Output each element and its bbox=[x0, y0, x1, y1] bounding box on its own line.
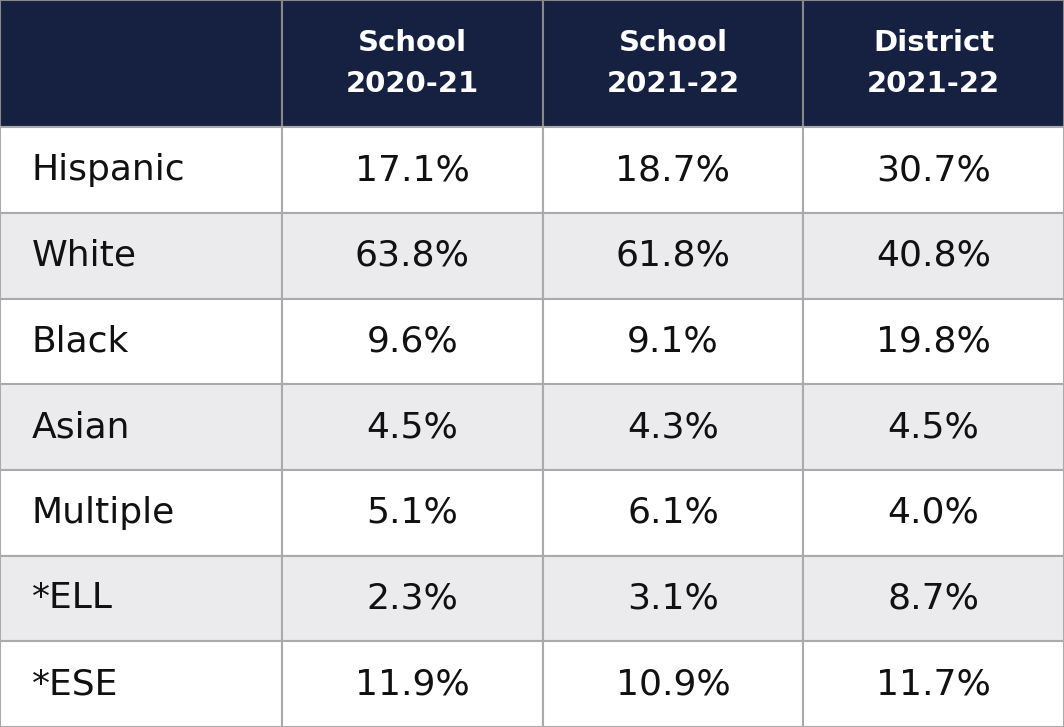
Text: District
2021-22: District 2021-22 bbox=[867, 29, 1000, 98]
Text: 4.5%: 4.5% bbox=[887, 410, 980, 444]
Text: 18.7%: 18.7% bbox=[615, 153, 731, 187]
Bar bbox=[803, 299, 1064, 385]
Bar bbox=[0, 299, 282, 385]
Bar bbox=[282, 213, 543, 299]
Bar bbox=[0, 641, 282, 727]
Text: 40.8%: 40.8% bbox=[876, 238, 992, 273]
Bar bbox=[803, 555, 1064, 641]
Bar bbox=[803, 641, 1064, 727]
Text: *ELL: *ELL bbox=[32, 582, 113, 616]
Bar bbox=[0, 213, 282, 299]
Text: 4.0%: 4.0% bbox=[887, 496, 980, 530]
Text: 3.1%: 3.1% bbox=[627, 582, 719, 616]
Text: School
2021-22: School 2021-22 bbox=[606, 29, 739, 98]
Bar bbox=[0, 127, 282, 213]
Text: Black: Black bbox=[32, 324, 130, 358]
Bar bbox=[543, 0, 803, 127]
Bar bbox=[543, 641, 803, 727]
Text: *ESE: *ESE bbox=[32, 667, 118, 701]
Bar bbox=[543, 127, 803, 213]
Text: 10.9%: 10.9% bbox=[616, 667, 730, 701]
Text: 4.5%: 4.5% bbox=[366, 410, 459, 444]
Bar bbox=[282, 641, 543, 727]
Bar bbox=[282, 470, 543, 555]
Text: 11.9%: 11.9% bbox=[355, 667, 469, 701]
Text: 2.3%: 2.3% bbox=[366, 582, 459, 616]
Bar bbox=[282, 385, 543, 470]
Text: 63.8%: 63.8% bbox=[354, 238, 470, 273]
Text: Hispanic: Hispanic bbox=[32, 153, 185, 187]
Bar bbox=[0, 0, 282, 127]
Bar bbox=[0, 555, 282, 641]
Bar bbox=[543, 385, 803, 470]
Text: 8.7%: 8.7% bbox=[887, 582, 980, 616]
Text: 6.1%: 6.1% bbox=[627, 496, 719, 530]
Text: School
2020-21: School 2020-21 bbox=[346, 29, 479, 98]
Text: 61.8%: 61.8% bbox=[615, 238, 731, 273]
Text: 4.3%: 4.3% bbox=[627, 410, 719, 444]
Text: 19.8%: 19.8% bbox=[877, 324, 991, 358]
Bar bbox=[543, 470, 803, 555]
Text: 9.1%: 9.1% bbox=[627, 324, 719, 358]
Text: 30.7%: 30.7% bbox=[877, 153, 991, 187]
Text: 5.1%: 5.1% bbox=[366, 496, 459, 530]
Text: Asian: Asian bbox=[32, 410, 131, 444]
Bar bbox=[803, 385, 1064, 470]
Bar bbox=[803, 470, 1064, 555]
Bar bbox=[282, 127, 543, 213]
Text: 9.6%: 9.6% bbox=[366, 324, 459, 358]
Bar bbox=[282, 555, 543, 641]
Bar bbox=[282, 0, 543, 127]
Bar bbox=[803, 127, 1064, 213]
Bar bbox=[0, 470, 282, 555]
Text: 11.7%: 11.7% bbox=[877, 667, 991, 701]
Text: Multiple: Multiple bbox=[32, 496, 176, 530]
Text: 17.1%: 17.1% bbox=[355, 153, 469, 187]
Text: White: White bbox=[32, 238, 137, 273]
Bar bbox=[543, 213, 803, 299]
Bar bbox=[543, 555, 803, 641]
Bar bbox=[0, 385, 282, 470]
Bar bbox=[543, 299, 803, 385]
Bar bbox=[803, 0, 1064, 127]
Bar bbox=[282, 299, 543, 385]
Bar bbox=[803, 213, 1064, 299]
